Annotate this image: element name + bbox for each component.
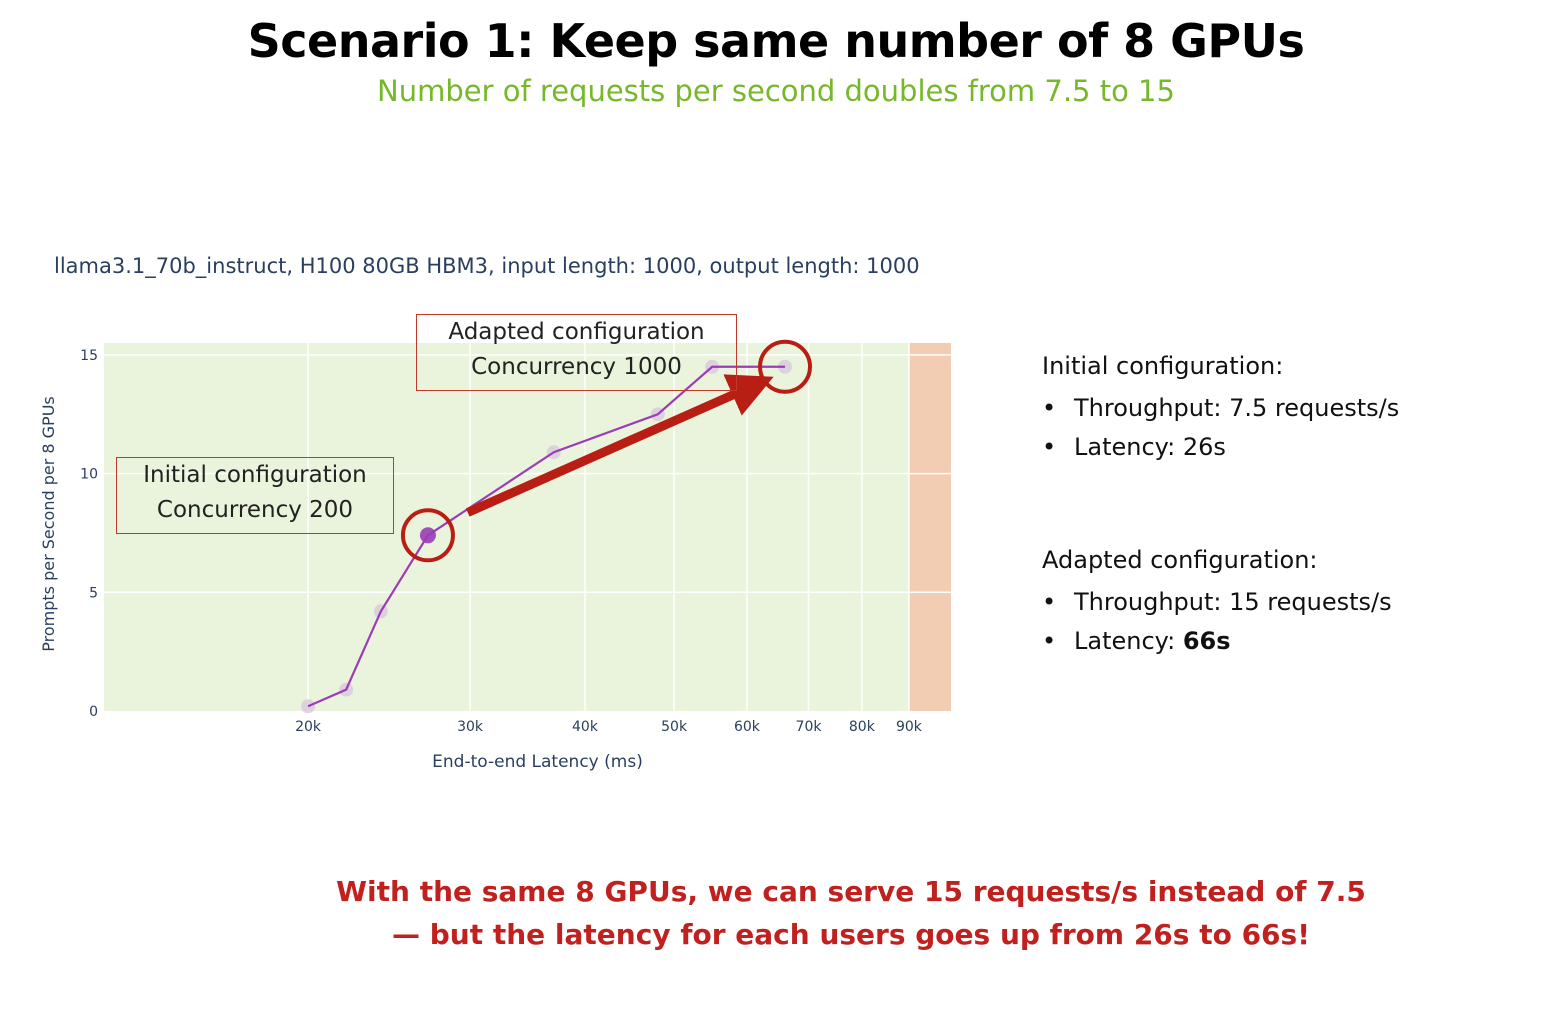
trend-arrow <box>465 374 774 517</box>
latency-throughput-chart: 20k 30k 40k 50k 60k 70k 80k 90k 0 5 10 15 End-to-end… <box>39 339 951 772</box>
y-axis-label: Prompts per Second per 8 GPUs <box>39 396 58 651</box>
x-tick-label: 30k <box>457 719 484 735</box>
initial-summary-heading: Initial configuration: <box>1042 352 1284 380</box>
x-tick-label: 70k <box>796 719 823 735</box>
adapted-callout-line2: Concurrency 1000 <box>471 354 682 380</box>
conclusion-text: With the same 8 GPUs, we can serve 15 re… <box>0 870 1552 956</box>
initial-throughput-item: Throughput: 7.5 requests/s <box>1042 389 1399 428</box>
y-tick-label: 15 <box>80 348 98 364</box>
initial-config-callout: Initial configuration Concurrency 200 <box>116 457 394 534</box>
x-tick-label: 20k <box>295 719 322 735</box>
initial-latency-value: 26s <box>1182 433 1226 461</box>
y-tick-label: 5 <box>89 585 98 601</box>
x-tick-label: 90k <box>896 719 923 735</box>
initial-config-summary: Initial configuration: Throughput: 7.5 r… <box>1042 350 1399 467</box>
adapted-latency-item: Latency: 66s <box>1042 622 1392 661</box>
conclusion-line1: With the same 8 GPUs, we can serve 15 re… <box>336 875 1366 908</box>
y-tick-label: 0 <box>89 704 98 720</box>
chart-title: llama3.1_70b_instruct, H100 80GB HBM3, i… <box>54 254 920 278</box>
adapted-config-callout: Adapted configuration Concurrency 1000 <box>416 314 737 391</box>
initial-callout-line2: Concurrency 200 <box>156 497 354 523</box>
adapted-throughput-item: Throughput: 15 requests/s <box>1042 583 1392 622</box>
adapted-latency-label: Latency: <box>1074 627 1183 655</box>
adapted-latency-value: 66s <box>1182 627 1231 655</box>
y-tick-label: 10 <box>80 467 98 483</box>
initial-callout-line1: Initial configuration <box>143 462 367 488</box>
x-axis-label: End-to-end Latency (ms) <box>432 752 643 772</box>
plot-background <box>104 343 951 711</box>
x-tick-label: 50k <box>661 719 688 735</box>
series-line <box>307 365 786 708</box>
x-tick-label: 80k <box>849 719 876 735</box>
highlight-ring <box>758 339 813 394</box>
highlight-ring <box>400 508 455 563</box>
adapted-config-summary: Adapted configuration: Throughput: 15 re… <box>1042 544 1392 661</box>
adapted-summary-heading: Adapted configuration: <box>1042 546 1318 574</box>
initial-latency-label: Latency: <box>1074 433 1183 461</box>
conclusion-line2: — but the latency for each users goes up… <box>392 918 1310 951</box>
slide-subtitle: Number of requests per second doubles fr… <box>377 74 1175 108</box>
slide-title: Scenario 1: Keep same number of 8 GPUs <box>247 14 1305 68</box>
shaded-region <box>908 343 951 711</box>
adapted-callout-line1: Adapted configuration <box>448 319 705 345</box>
x-tick-label: 40k <box>572 719 599 735</box>
x-tick-label: 60k <box>734 719 761 735</box>
initial-latency-item: Latency: 26s <box>1042 428 1399 467</box>
